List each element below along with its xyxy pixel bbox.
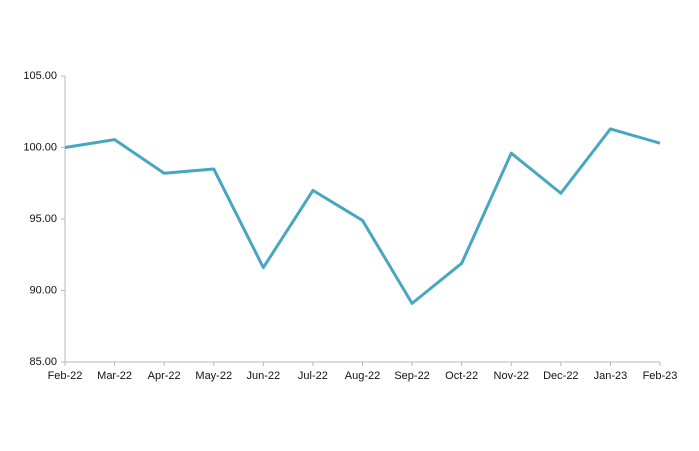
y-tick-label: 95.00	[29, 213, 57, 225]
x-tick-label: Mar-22	[97, 370, 132, 382]
y-tick-label: 100.00	[23, 141, 57, 153]
y-tick-label: 90.00	[29, 284, 57, 296]
x-tick-label: Jun-22	[247, 370, 281, 382]
x-tick-label: May-22	[195, 370, 232, 382]
x-tick-label: Apr-22	[148, 370, 181, 382]
y-tick-label: 85.00	[29, 356, 57, 368]
x-tick-label: Dec-22	[543, 370, 578, 382]
line-series	[64, 127, 661, 305]
y-tick-label: 105.00	[23, 70, 57, 82]
x-tick-label: Jul-22	[298, 370, 328, 382]
x-tick-label: Oct-22	[445, 370, 478, 382]
x-tick-label: Sep-22	[394, 370, 429, 382]
x-tick-label: Aug-22	[345, 370, 380, 382]
x-tick-label: Feb-23	[643, 370, 678, 382]
x-tick-label: Jan-23	[594, 370, 628, 382]
x-tick-label: Nov-22	[494, 370, 529, 382]
x-tick-label: Feb-22	[48, 370, 83, 382]
